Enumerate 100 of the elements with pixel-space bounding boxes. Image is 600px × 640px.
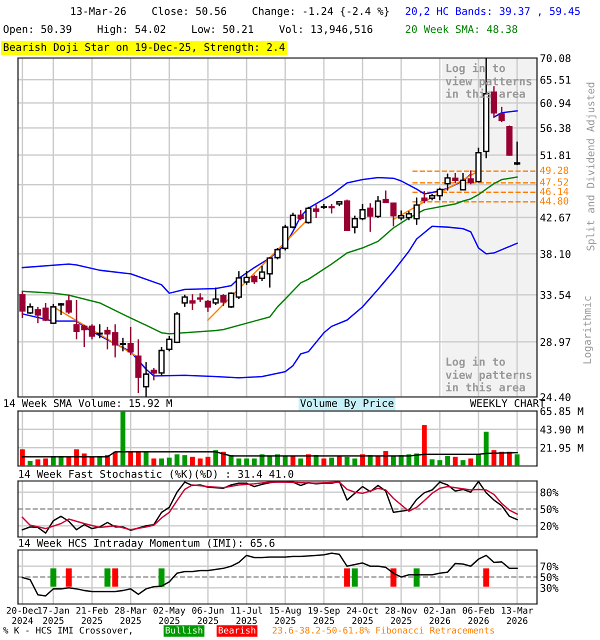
x-tick-label: 06-Feb 2026 bbox=[462, 606, 494, 624]
candlestick bbox=[452, 172, 458, 184]
candlestick bbox=[58, 302, 64, 316]
candlestick bbox=[150, 367, 157, 382]
x-tick-label: 19-Sep 2025 bbox=[308, 606, 340, 624]
y-tick-label: 43.90 M bbox=[540, 426, 584, 434]
ref-line-label: 49.28 bbox=[540, 166, 568, 174]
bar bbox=[391, 456, 396, 466]
x-tick-label: 06-Jun 2025 bbox=[192, 606, 224, 624]
bar bbox=[452, 456, 458, 466]
y-tick-label: 60.94 bbox=[540, 99, 571, 108]
bar bbox=[35, 459, 40, 466]
bar bbox=[236, 458, 242, 466]
candlestick bbox=[212, 286, 219, 306]
text: 23.6-38.2-50-61.8% Fibonacci Retracements bbox=[272, 626, 494, 634]
text: Log in to view patterns in this area bbox=[446, 356, 532, 392]
bar bbox=[376, 456, 380, 466]
candlestick bbox=[182, 294, 188, 308]
line-series bbox=[22, 552, 518, 597]
bar bbox=[468, 458, 474, 466]
y-tick-label: 28.97 bbox=[540, 338, 570, 346]
bar bbox=[128, 452, 134, 466]
candlestick bbox=[444, 172, 451, 192]
y-tick-label: 21.95 M bbox=[540, 444, 584, 452]
bar bbox=[329, 458, 334, 466]
bar bbox=[514, 454, 520, 466]
x-tick-label: 11-Jul 2025 bbox=[231, 606, 262, 624]
text: % K - HCS IMI Crossover, bbox=[3, 626, 132, 635]
candlestick bbox=[251, 274, 258, 285]
text: Logarithmic bbox=[582, 296, 594, 364]
bar bbox=[252, 458, 257, 466]
bar bbox=[398, 455, 404, 466]
bar bbox=[28, 460, 33, 466]
candlestick bbox=[421, 190, 428, 204]
bar bbox=[298, 458, 304, 466]
candlestick bbox=[204, 299, 212, 313]
bar bbox=[198, 458, 203, 466]
text: 13-Mar-26 Close: 50.56 Change: -1.24 {-2.4 %} bbox=[71, 6, 389, 18]
bar bbox=[136, 452, 141, 466]
y-tick-label: 50% bbox=[540, 573, 558, 582]
bar bbox=[476, 454, 481, 466]
y-tick-label: 70% bbox=[540, 562, 558, 570]
x-tick-label: 15-Aug 2025 bbox=[270, 607, 301, 624]
chart-title: 14 Week HCS Intraday Momentum (IMI): 65.6 bbox=[19, 538, 274, 549]
candlestick bbox=[19, 290, 26, 319]
candlestick bbox=[305, 206, 312, 224]
bar bbox=[430, 459, 435, 466]
candlestick bbox=[298, 209, 304, 221]
x-tick-label: 28-Mar 2025 bbox=[115, 606, 147, 624]
candlestick bbox=[120, 337, 126, 352]
bar bbox=[499, 452, 504, 466]
candlestick bbox=[328, 203, 335, 214]
bar bbox=[151, 458, 156, 466]
bar bbox=[120, 412, 126, 466]
bar bbox=[460, 460, 466, 466]
y-tick-label: 42.67 bbox=[540, 214, 570, 222]
text: 20 Week SMA: 48.38 bbox=[406, 24, 518, 34]
candlestick bbox=[189, 294, 196, 311]
y-tick-label: 70.08 bbox=[540, 54, 570, 62]
x-tick-label: 21-Feb 2025 bbox=[76, 606, 108, 624]
bar bbox=[344, 456, 350, 466]
bar bbox=[174, 454, 180, 466]
bar bbox=[290, 456, 296, 466]
text: 20,2 HC Bands: 39.37 , 59.45 bbox=[406, 6, 580, 16]
ref-line-label: 46.14 bbox=[540, 188, 568, 196]
x-tick-label: 13-Mar 2026 bbox=[502, 606, 534, 624]
x-tick-label: 28-Nov 2025 bbox=[386, 606, 418, 624]
y-tick-label: 51.81 bbox=[540, 151, 570, 160]
bar bbox=[43, 458, 48, 466]
ref-line-label: 44.80 bbox=[540, 197, 568, 205]
candlestick bbox=[50, 303, 56, 324]
text: Bearish bbox=[218, 626, 256, 634]
y-tick-label: 56.38 bbox=[540, 124, 570, 132]
x-tick-label: 02-May 2025 bbox=[154, 606, 186, 624]
candlestick bbox=[367, 202, 374, 233]
candlestick bbox=[460, 172, 466, 192]
chart-title: Bearish Doji Star on 19-Dec-25, Strength: 2.4 bbox=[4, 42, 285, 54]
bar bbox=[492, 450, 496, 466]
ref-line-label: 47.52 bbox=[540, 178, 568, 186]
candlestick bbox=[158, 346, 165, 376]
y-tick-label: 65.85 M bbox=[540, 407, 584, 416]
bar bbox=[336, 456, 342, 466]
bar bbox=[206, 456, 210, 466]
candlestick bbox=[220, 294, 227, 307]
x-tick-label: 20-Dec 2024 bbox=[6, 606, 38, 624]
text: Volume By Price bbox=[300, 398, 394, 410]
bar bbox=[159, 458, 164, 466]
chart-title: 14 Week Fast Stochastic (%K)(%D) : 31.4 41.0 bbox=[19, 470, 294, 480]
candlestick bbox=[66, 294, 72, 315]
candlestick bbox=[135, 338, 142, 394]
y-tick-label: 38.10 bbox=[540, 250, 570, 258]
text: Bullish bbox=[166, 626, 202, 634]
candlestick bbox=[514, 140, 520, 166]
bar bbox=[74, 449, 79, 466]
y-tick-label: 80% bbox=[540, 488, 558, 496]
bar bbox=[90, 456, 94, 466]
x-tick-label: 02-Jan 2026 bbox=[424, 606, 456, 624]
bar bbox=[314, 455, 319, 466]
candlestick bbox=[96, 324, 103, 339]
y-tick-label: 50% bbox=[540, 505, 558, 514]
